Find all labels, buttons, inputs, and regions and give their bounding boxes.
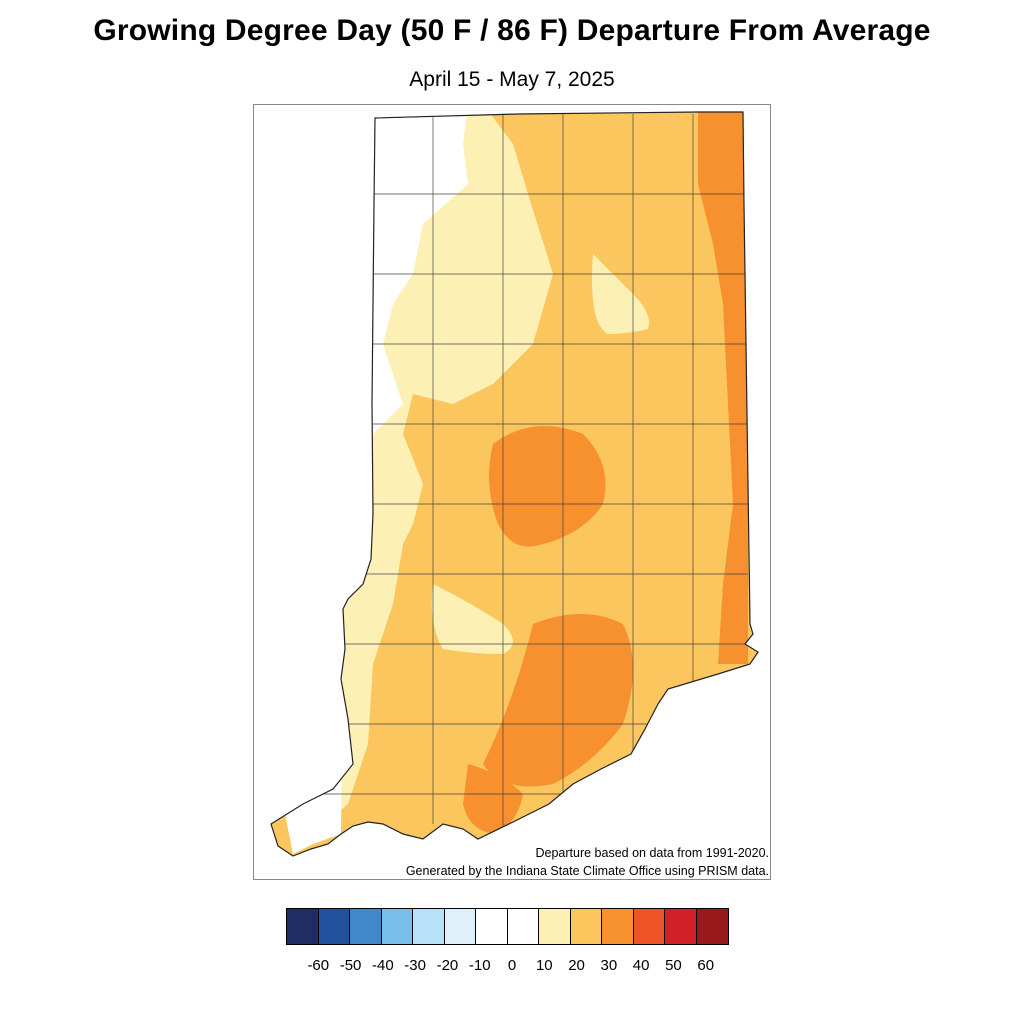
map-subtitle: April 15 - May 7, 2025 (409, 68, 615, 91)
legend-swatch (665, 909, 697, 944)
legend-tick-label: 40 (632, 957, 650, 974)
band-10-20-central (431, 584, 513, 654)
legend-tick-label: 0 (507, 957, 517, 974)
legend-swatch (507, 909, 539, 944)
legend-tick-label: -20 (436, 957, 459, 974)
legend-swatch (318, 909, 350, 944)
legend-tick-label: -50 (339, 957, 362, 974)
legend-tick-label: 10 (535, 957, 553, 974)
color-legend-bar (286, 908, 729, 945)
legend-swatch (413, 909, 445, 944)
legend-tick-label: 50 (665, 957, 682, 974)
legend-tick-label: 60 (697, 957, 715, 974)
credit-note: Generated by the Indiana State Climate O… (405, 864, 769, 878)
county-boundaries (273, 114, 748, 844)
band-30-40-south (483, 614, 633, 787)
legend-tick-label: 20 (568, 957, 585, 974)
indiana-gdd-map (270, 111, 759, 857)
legend-tick-label: -30 (404, 957, 426, 974)
legend-tick-label: 30 (600, 957, 618, 974)
legend-swatch (602, 909, 634, 944)
band-30-40-central (489, 426, 606, 547)
legend-swatch (633, 909, 665, 944)
legend-tick-label: -40 (372, 957, 394, 974)
legend-swatch (570, 909, 602, 944)
data-source-note: Departure based on data from 1991-2020. (535, 846, 770, 860)
legend-swatch (696, 909, 728, 944)
band-30-40-southwest (463, 764, 523, 834)
band-30-40-east (698, 112, 748, 664)
legend-swatch (444, 909, 476, 944)
legend-swatch (476, 909, 508, 944)
legend-swatch (539, 909, 571, 944)
legend-tick-label: -10 (468, 957, 491, 974)
legend-swatch (287, 909, 319, 944)
legend-swatch (350, 909, 382, 944)
map-title: Growing Degree Day (50 F / 86 F) Departu… (93, 14, 931, 47)
legend-swatch (381, 909, 413, 944)
legend-tick-label: -60 (307, 957, 330, 974)
